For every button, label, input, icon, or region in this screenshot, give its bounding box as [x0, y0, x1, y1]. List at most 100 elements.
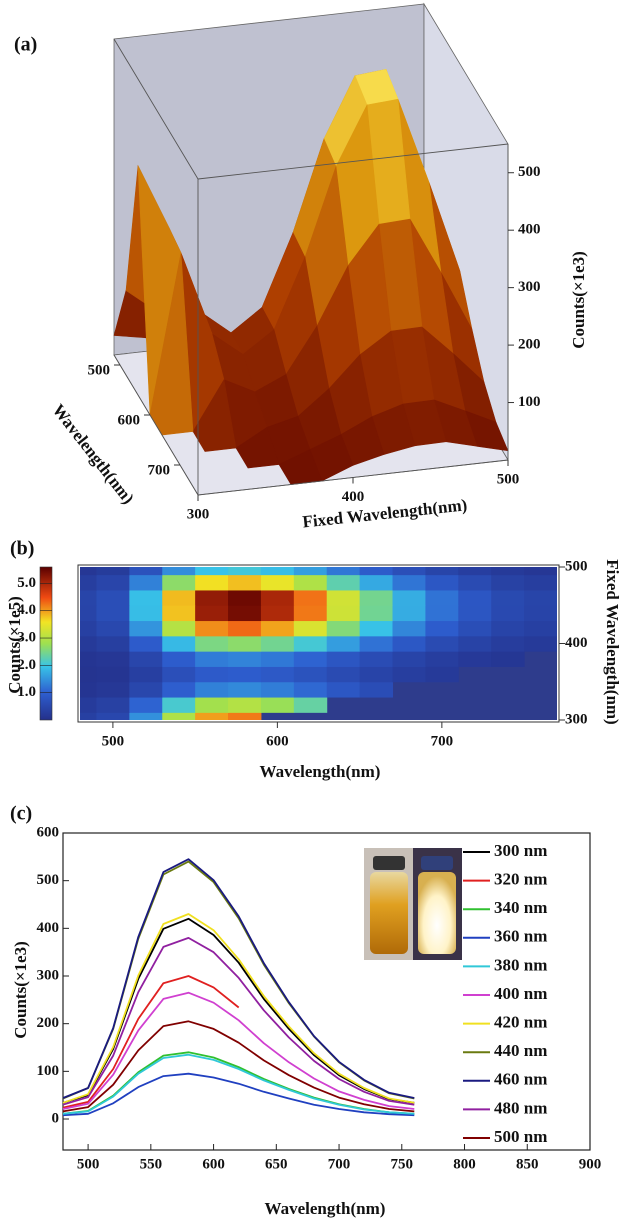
heatmap-cell: [524, 589, 557, 606]
heatmap-cell: [96, 666, 130, 683]
colorbar-tick-label: 4.0: [17, 602, 36, 618]
series-line: [62, 913, 415, 1104]
legend-label: 400 nm: [494, 984, 547, 1003]
x-tick-label: 600: [118, 412, 141, 428]
heatmap-cell: [491, 605, 525, 622]
x-axis-label: Wavelength(nm): [265, 1199, 386, 1218]
x-tick-label: 700: [431, 733, 454, 749]
heatmap-cell: [80, 635, 97, 652]
box-edge: [113, 354, 199, 496]
heatmap-cell: [228, 666, 262, 683]
x-tick-label: 600: [202, 1156, 225, 1172]
x-tick-label: 500: [77, 1156, 100, 1172]
x-axis-label: Wavelength(nm): [260, 762, 381, 781]
heatmap-cell: [359, 651, 394, 667]
colorbar-tick-label: 1.0: [17, 684, 36, 700]
series-line: [62, 917, 415, 1104]
series-line: [62, 991, 415, 1110]
legend-label: 300 nm: [494, 841, 547, 860]
y-tick-label: 200: [37, 1015, 60, 1031]
heatmap-cell: [162, 605, 196, 622]
heatmap-cell: [162, 620, 196, 637]
heatmap-cell: [326, 574, 361, 591]
colorbar: [39, 566, 53, 721]
heatmap-cell: [80, 574, 97, 591]
x-tick-label: 700: [328, 1156, 351, 1172]
heatmap-cell: [359, 605, 394, 622]
legend-label: 340 nm: [494, 898, 547, 917]
heatmap-cell: [80, 666, 97, 683]
heatmap-cell: [228, 574, 262, 591]
heatmap-cell: [293, 620, 328, 637]
heatmap-cell: [260, 651, 295, 667]
x-tick-label: 600: [266, 733, 289, 749]
y-tick-label: 400: [37, 920, 60, 936]
heatmap-cell: [260, 635, 295, 652]
y-tick-label: 400: [565, 635, 588, 651]
series-line: [62, 1053, 415, 1115]
heatmap-cell: [458, 605, 492, 622]
inset-photo: [364, 848, 462, 960]
colorbar-label: Counts(×1e5): [5, 596, 24, 694]
heatmap-cell: [524, 574, 557, 591]
heatmap-cell: [425, 651, 459, 667]
box-edge: [113, 38, 199, 180]
heatmap-cell: [425, 620, 459, 637]
heatmap-cell: [458, 651, 492, 667]
heatmap-cell: [293, 589, 328, 606]
heatmap-cell: [195, 712, 229, 720]
heatmap-cell: [392, 651, 426, 667]
y-tick-label: 400: [342, 489, 365, 505]
heatmap-cell: [96, 681, 130, 698]
heatmap-cell: [195, 589, 229, 606]
y-axis-label: Fixed Wavelength(nm): [603, 559, 622, 724]
series-line: [62, 1020, 415, 1113]
heatmap-cell: [162, 697, 196, 713]
surface-patch: [235, 426, 280, 469]
heatmap-cell: [129, 567, 163, 576]
legend-label: 440 nm: [494, 1041, 547, 1060]
surface-patch: [192, 378, 237, 452]
legend-label: 380 nm: [494, 955, 547, 974]
heatmap-cell: [359, 620, 394, 637]
heatmap-cell: [293, 666, 328, 683]
heatmap-cell: [326, 605, 361, 622]
heatmap-cell: [359, 666, 394, 683]
heatmap-cell: [458, 620, 492, 637]
heatmap-cell: [195, 605, 229, 622]
heatmap-cell: [293, 681, 328, 698]
heatmap-cell: [162, 681, 196, 698]
heatmap-cell: [228, 681, 262, 698]
y-axis-label: Counts(×1e3): [11, 941, 30, 1039]
heatmap-cell: [80, 589, 97, 606]
heatmap-cell: [195, 574, 229, 591]
x-tick-label: 500: [88, 362, 111, 378]
heatmap-cell: [129, 651, 163, 667]
panel-label: (a): [14, 34, 37, 56]
y-tick-label: 300: [187, 506, 210, 522]
heatmap-cell: [458, 574, 492, 591]
heatmap-cell: [425, 589, 459, 606]
heatmap-cell: [491, 567, 525, 576]
heatmap-cell: [80, 651, 97, 667]
heatmap-cell: [162, 635, 196, 652]
heatmap-cell: [129, 681, 163, 698]
heatmap-cell: [425, 666, 459, 683]
heatmap-cell: [96, 589, 130, 606]
heatmap-cell: [326, 567, 361, 576]
heatmap-cell: [80, 620, 97, 637]
heatmap-cell: [260, 567, 295, 576]
heatmap-cell: [129, 589, 163, 606]
x-tick-label: 550: [140, 1156, 163, 1172]
x-tick-label: 650: [265, 1156, 288, 1172]
heatmap-cell: [260, 697, 295, 713]
heatmap-cell: [524, 605, 557, 622]
heatmap-cell: [96, 567, 130, 576]
x-tick-label: 800: [453, 1156, 476, 1172]
heatmap-cell: [195, 697, 229, 713]
heatmap-cell: [80, 697, 97, 713]
heatmap-cell: [293, 697, 328, 713]
heatmap-cell: [228, 620, 262, 637]
heatmap-cell: [129, 574, 163, 591]
